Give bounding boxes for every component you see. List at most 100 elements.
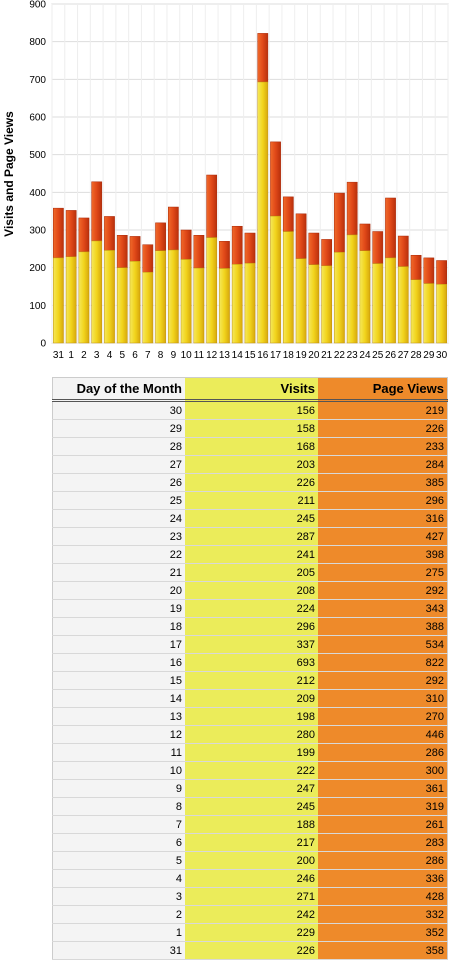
table-row: 13 198 270 [52,707,448,726]
column-header-page-views[interactable]: Page Views [318,377,448,402]
y-tick-label: 500 [29,150,46,161]
visits-cell: 280 [185,725,318,744]
day-cell: 19 [52,599,185,618]
visits-cell: 296 [185,617,318,636]
x-tick-label: 26 [385,350,397,361]
bar-visits [65,256,77,344]
visits-cell: 158 [185,419,318,438]
bar-page-views [116,235,128,268]
bar-page-views [180,229,192,260]
page-views-cell: 286 [318,851,448,870]
table-row: 8 245 319 [52,797,448,816]
bar-page-views [142,244,154,273]
x-tick-label: 25 [372,350,384,361]
bar-visits [346,234,358,344]
bar-page-views [129,236,141,262]
day-cell: 20 [52,581,185,600]
page-views-cell: 352 [318,923,448,942]
day-cell: 14 [52,689,185,708]
visits-cell: 224 [185,599,318,618]
day-cell: 11 [52,743,185,762]
table-row: 2 242 332 [52,905,448,924]
visits-cell: 226 [185,941,318,960]
x-tick-label: 18 [283,350,295,361]
day-cell: 10 [52,761,185,780]
bar-visits [436,283,447,344]
day-cell: 2 [52,905,185,924]
bar-page-views [346,181,358,236]
page-views-cell: 292 [318,671,448,690]
table-row: 5 200 286 [52,851,448,870]
bar-page-views [155,222,166,251]
table-row: 17 337 534 [52,635,448,654]
table-row: 16 693 822 [52,653,448,672]
table-row: 27 203 284 [52,455,448,474]
x-tick-labels: 31 1 2 3 4 5 6 7 8 9 10 11 12 13 14 15 16 17 18 19 20 21 22 23 2… [53,350,448,361]
bar-page-views [167,206,179,251]
bar-visits [372,263,384,344]
bar-visits [244,262,256,344]
visits-cell: 188 [185,815,318,834]
column-header-day[interactable]: Day of the Month [52,377,185,402]
x-tick-label: 24 [359,350,371,361]
visits-cell: 199 [185,743,318,762]
x-tick-label: 12 [206,350,218,361]
visits-cell: 287 [185,527,318,546]
x-tick-label: 15 [244,350,256,361]
bar-page-views [295,213,307,259]
day-cell: 17 [52,635,185,654]
page-views-cell: 398 [318,545,448,564]
page-views-cell: 283 [318,833,448,852]
day-cell: 8 [52,797,185,816]
page-views-cell: 332 [318,905,448,924]
bar-page-views [385,197,396,259]
page-views-cell: 358 [318,941,448,960]
table-row: 15 212 292 [52,671,448,690]
page-views-cell: 428 [318,887,448,906]
page-views-cell: 361 [318,779,448,798]
y-tick-labels: 0 100 200 300 400 500 600 700 800 900 [29,0,46,350]
bar-page-views [231,225,243,265]
column-header-visits[interactable]: Visits [185,377,318,402]
table-row: 21 205 275 [52,563,448,582]
day-cell: 15 [52,671,185,690]
x-tick-label: 22 [334,350,346,361]
day-cell: 26 [52,473,185,492]
table-row: 11 199 286 [52,743,448,762]
x-tick-label: 7 [145,350,151,361]
bar-visits [219,268,230,344]
day-cell: 12 [52,725,185,744]
table-row: 12 280 446 [52,725,448,744]
bar-page-views [423,257,435,284]
visits-cell: 241 [185,545,318,564]
day-cell: 4 [52,869,185,888]
table-row: 10 222 300 [52,761,448,780]
visits-cell: 693 [185,653,318,672]
bar-page-views [53,207,64,259]
day-cell: 25 [52,491,185,510]
table-row: 22 241 398 [52,545,448,564]
x-tick-label: 17 [270,350,282,361]
y-tick-label: 200 [29,263,46,274]
y-tick-label: 700 [29,75,46,86]
page-views-cell: 284 [318,455,448,474]
visits-cell: 209 [185,689,318,708]
day-cell: 31 [52,941,185,960]
x-tick-label: 13 [219,350,231,361]
day-cell: 13 [52,707,185,726]
day-cell: 22 [52,545,185,564]
x-tick-label: 19 [296,350,308,361]
bar-page-views [308,232,320,265]
table-row: 3 271 428 [52,887,448,906]
day-cell: 18 [52,617,185,636]
visits-cell: 247 [185,779,318,798]
bar-page-views [334,192,345,253]
day-cell: 1 [52,923,185,942]
table-header-row: Day of the Month Visits Page Views [52,377,448,402]
table-row: 20 208 292 [52,581,448,600]
bar-page-views [359,223,371,251]
x-tick-label: 23 [347,350,359,361]
day-cell: 30 [52,400,185,420]
day-cell: 21 [52,563,185,582]
visits-cell: 226 [185,473,318,492]
